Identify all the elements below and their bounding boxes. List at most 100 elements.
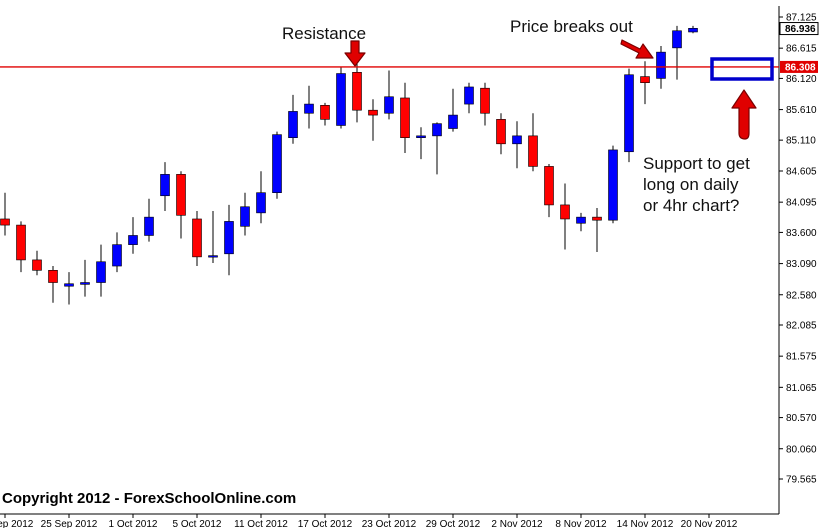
candle-body	[304, 103, 314, 114]
candle-body	[656, 51, 666, 79]
bullish-candle	[112, 232, 122, 273]
bullish-candle	[304, 85, 314, 129]
candle-body	[448, 114, 458, 129]
price-tick-label: 81.575	[786, 352, 817, 363]
candle-body	[128, 235, 138, 245]
candle-body	[320, 105, 330, 120]
bullish-candle	[64, 272, 74, 305]
current-price-tag: 86.936	[779, 22, 819, 36]
candle-body	[208, 255, 218, 258]
bearish-candle	[592, 207, 602, 252]
bullish-candle	[224, 204, 234, 276]
date-tick-label: 14 Nov 2012	[617, 519, 674, 528]
bearish-candle	[496, 113, 506, 155]
candle-body	[544, 166, 554, 206]
price-tick-label: 84.095	[786, 198, 817, 209]
candle-body	[688, 28, 698, 33]
candle-body	[32, 259, 42, 271]
bearish-candle	[16, 221, 26, 273]
bullish-candle	[464, 82, 474, 114]
resistance-price-tag-label: 86.308	[785, 62, 816, 73]
date-tick-label: 17 Oct 2012	[298, 519, 353, 528]
candle-body	[144, 216, 154, 236]
bullish-candle	[416, 127, 426, 160]
bearish-candle	[176, 171, 186, 239]
price-tick-label: 86.615	[786, 44, 817, 55]
candle-body	[496, 119, 506, 145]
bearish-candle	[48, 266, 58, 303]
bearish-candle	[640, 61, 650, 105]
candle-body	[192, 218, 202, 258]
bearish-candle	[480, 82, 490, 126]
price-tick-label: 86.120	[786, 74, 817, 85]
price-axis: 87.125 86.615 86.120 85.610 85.110 84.605 84.0…	[779, 13, 819, 486]
price-tick-label: 81.065	[786, 383, 817, 394]
breakout-label: Price breaks out	[510, 17, 633, 36]
candle-body	[96, 261, 106, 283]
bullish-candle	[208, 211, 218, 263]
candle-body	[16, 224, 26, 261]
date-tick-label: 5 Oct 2012	[173, 519, 222, 528]
date-tick-label: 8 Nov 2012	[555, 519, 607, 528]
candle-body	[464, 86, 474, 105]
bullish-candle	[384, 70, 394, 120]
bullish-candle	[672, 25, 682, 80]
support-label-line2: long on daily	[643, 175, 739, 194]
candle-body	[528, 135, 538, 167]
bearish-candle	[560, 183, 570, 250]
bullish-candle	[144, 198, 154, 242]
candle-body	[640, 76, 650, 83]
bullish-candle	[624, 68, 634, 163]
price-tick-label: 84.605	[786, 167, 817, 178]
date-tick-label: 25 Sep 2012	[41, 519, 98, 528]
resistance-price-tag-bg	[780, 60, 818, 73]
price-tick-label: 85.110	[786, 136, 816, 147]
resistance-label: Resistance	[282, 24, 367, 43]
bullish-candle	[160, 162, 170, 212]
candle-body	[624, 74, 634, 153]
time-axis: 19 Sep 2012 25 Sep 2012 1 Oct 2012 5 Oct 20…	[0, 514, 738, 528]
support-label-line3: or 4hr chart?	[643, 196, 740, 215]
price-tick-label: 79.565	[786, 475, 817, 486]
date-tick-label: 23 Oct 2012	[362, 519, 417, 528]
resistance-price-tag: 86.308	[780, 60, 818, 73]
price-tick-label: 80.060	[786, 444, 817, 455]
candle-body	[400, 97, 410, 138]
candle-body	[48, 270, 58, 283]
date-tick-label: 1 Oct 2012	[109, 519, 158, 528]
bullish-candle	[128, 217, 138, 254]
current-price-tag-label: 86.936	[785, 24, 816, 35]
bearish-candle	[192, 211, 202, 267]
bullish-candle	[272, 131, 282, 199]
copyright-text: Copyright 2012 - ForexSchoolOnline.com	[2, 490, 297, 507]
bullish-candle	[96, 244, 106, 297]
candle-body	[288, 111, 298, 138]
candle-body	[512, 135, 522, 145]
price-tick-label: 87.125	[786, 13, 817, 24]
candle-body	[0, 218, 10, 226]
support-arrow-icon	[731, 89, 757, 140]
candle-body	[256, 192, 266, 214]
bearish-candle	[544, 163, 554, 218]
date-tick-label: 2 Nov 2012	[491, 519, 543, 528]
bullish-candle	[512, 121, 522, 169]
bullish-candle	[240, 192, 250, 236]
resistance-arrow-icon	[344, 40, 366, 67]
bullish-candle	[608, 145, 618, 224]
candle-body	[672, 30, 682, 49]
candle-body	[224, 221, 234, 255]
candle-body	[176, 174, 186, 216]
price-tick-label: 85.610	[786, 105, 817, 116]
bullish-candle	[80, 259, 90, 297]
bearish-candle	[352, 62, 362, 123]
support-zone-box	[710, 57, 774, 81]
candle-body	[112, 244, 122, 267]
price-tick-label: 83.600	[786, 228, 817, 239]
bearish-candle	[0, 192, 10, 236]
price-tick-label: 83.090	[786, 259, 817, 270]
date-tick-label: 20 Nov 2012	[681, 519, 738, 528]
candle-body	[240, 206, 250, 227]
bearish-candle	[320, 102, 330, 126]
price-tick-label: 82.580	[786, 290, 817, 301]
